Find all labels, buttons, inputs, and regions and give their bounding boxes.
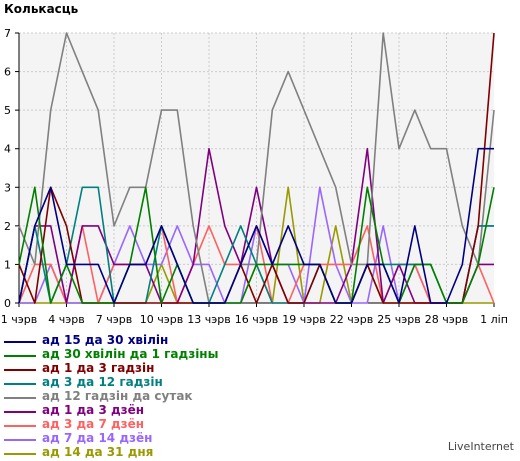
legend-label: ад 15 да 30 хвілін [42,333,169,347]
legend-item: ад 3 да 12 гадзін [0,375,300,391]
legend-swatch [4,439,36,441]
x-tick-label: 28 чэрв [425,313,469,326]
x-tick-labels: 1 чэрв 4 чэрв 7 чэрв 10 чэрв 13 чэрв 16 чэрв 1… [1,313,508,326]
legend-item: ад 30 хвілін да 1 гадзіны [0,347,300,363]
legend-label: ад 1 да 3 дзён [42,403,145,417]
y-tick-label: 7 [4,27,11,40]
legend-swatch [4,397,36,399]
legend-swatch [4,383,36,385]
x-tick-label: 4 чэрв [48,313,85,326]
legend-item: ад 12 гадзін да сутак [0,389,300,405]
legend-label: ад 7 да 14 дзён [42,431,153,445]
y-tick-label: 0 [4,297,11,310]
legend-swatch [4,369,36,371]
series-lines [18,32,495,304]
series-line [18,186,495,304]
x-tick-label: 19 чэрв [282,313,326,326]
x-tick-label: 1 ліп [480,313,508,326]
series-line [18,147,494,304]
x-tick-label: 25 чэрв [377,313,421,326]
x-tick-label: 1 чэрв [1,313,38,326]
chart-title: Колькасць [4,2,79,16]
x-tick-label: 22 чэрв [330,313,374,326]
legend-item: ад 15 да 30 хвілін [0,333,300,349]
legend-label: ад 3 да 12 гадзін [42,375,163,389]
legend-item: ад 7 да 14 дзён [0,431,300,447]
legend-swatch [4,355,36,357]
x-tick-label: 7 чэрв [96,313,133,326]
x-tick-label: 16 чэрв [235,313,279,326]
x-tick-label: 10 чэрв [140,313,184,326]
brand-link[interactable]: LiveInternet [447,440,514,453]
y-tick-label: 2 [4,220,11,233]
legend-swatch [4,453,36,455]
y-tick-label: 1 [4,258,11,271]
legend-item: ад 1 да 3 гадзін [0,361,300,377]
chart-canvas: 0 1 2 3 4 5 6 7 1 чэрв 4 чэрв 7 чэрв 10 чэрв 13 чэр… [1,27,508,326]
y-tick-label: 4 [4,143,11,156]
legend-label: ад 30 хвілін да 1 гадзіны [42,347,219,361]
legend-item: ад 1 да 3 дзён [0,403,300,419]
legend-label: ад 14 да 31 дня [42,445,154,459]
legend-item: ад 3 да 7 дзён [0,417,300,433]
legend-swatch [4,341,36,343]
y-tick-label: 3 [4,181,11,194]
legend-swatch [4,411,36,413]
legend-label: ад 12 гадзін да сутак [42,389,193,403]
legend-label: ад 1 да 3 гадзін [42,361,155,375]
y-tick-label: 5 [4,104,11,117]
legend-label: ад 3 да 7 дзён [42,417,145,431]
y-tick-label: 6 [4,66,11,79]
y-tick-labels: 0 1 2 3 4 5 6 7 [4,27,11,310]
x-tick-label: 13 чэрв [187,313,231,326]
legend-swatch [4,425,36,427]
legend-item: ад 14 да 31 дня [0,445,300,461]
